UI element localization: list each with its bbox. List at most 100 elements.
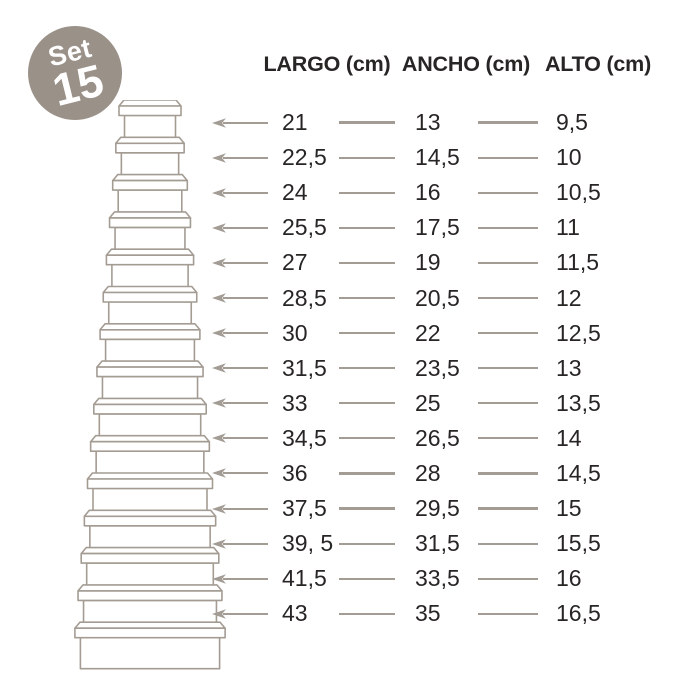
left-arrow-icon <box>212 186 268 200</box>
ancho-value: 22 <box>415 319 441 346</box>
left-arrow-icon <box>212 431 268 445</box>
separator-line <box>335 226 395 229</box>
separator-line <box>478 332 543 335</box>
left-arrow-icon <box>212 116 268 130</box>
left-arrow-icon <box>212 396 268 410</box>
alto-value: 9,5 <box>556 109 588 136</box>
separator-line <box>335 121 395 124</box>
alto-value: 11 <box>556 214 580 241</box>
left-arrow-icon <box>212 221 268 235</box>
separator-line <box>478 612 543 615</box>
left-arrow-icon <box>212 361 268 375</box>
separator-line <box>335 472 395 475</box>
table-row: 37,5 29,5 15 <box>212 491 672 526</box>
separator-line <box>478 121 543 124</box>
table-row: 21 13 9,5 <box>212 105 672 140</box>
alto-value: 12,5 <box>556 319 601 346</box>
alto-value: 14 <box>556 424 582 451</box>
largo-value: 30 <box>282 319 308 346</box>
largo-value: 28,5 <box>282 284 327 311</box>
table-row: 25,5 17,5 11 <box>212 210 672 245</box>
alto-value: 11,5 <box>556 249 600 276</box>
largo-value: 24 <box>282 179 308 206</box>
ancho-value: 17,5 <box>415 214 460 241</box>
largo-value: 34,5 <box>282 424 327 451</box>
separator-line <box>478 367 543 370</box>
alto-value: 13 <box>556 354 582 381</box>
separator-line <box>478 507 543 510</box>
alto-value: 10 <box>556 144 582 171</box>
table-row: 31,5 23,5 13 <box>212 351 672 386</box>
largo-value: 36 <box>282 459 308 486</box>
left-arrow-icon <box>212 466 268 480</box>
dimensions-table: LARGO (cm) ANCHO (cm) ALTO (cm) 21 13 9,… <box>212 44 672 644</box>
alto-value: 12 <box>556 284 582 311</box>
ancho-value: 16 <box>415 179 441 206</box>
separator-line <box>335 191 395 194</box>
largo-value: 33 <box>282 389 308 416</box>
largo-value: 39, 5 <box>282 530 334 557</box>
table-row: 34,5 26,5 14 <box>212 421 672 456</box>
largo-value: 43 <box>282 600 308 627</box>
largo-value: 37,5 <box>282 495 327 522</box>
ancho-value: 28 <box>415 459 441 486</box>
separator-line <box>335 437 395 440</box>
separator-line <box>478 402 543 405</box>
left-arrow-icon <box>212 151 268 165</box>
separator-line <box>478 226 543 229</box>
separator-line <box>478 577 543 580</box>
left-arrow-icon <box>212 291 268 305</box>
table-row: 30 22 12,5 <box>212 316 672 351</box>
largo-value: 25,5 <box>282 214 327 241</box>
separator-line <box>335 296 395 300</box>
largo-value: 41,5 <box>282 565 327 592</box>
alto-value: 15 <box>556 495 582 522</box>
box-stack-illustration <box>74 100 226 670</box>
ancho-value: 19 <box>415 249 441 276</box>
ancho-value: 26,5 <box>415 424 460 451</box>
alto-value: 10,5 <box>556 179 601 206</box>
separator-line <box>478 437 543 440</box>
alto-value: 16 <box>556 565 582 592</box>
table-row: 41,5 33,5 16 <box>212 561 672 596</box>
ancho-value: 33,5 <box>415 565 460 592</box>
column-header-alto: ALTO (cm) <box>544 52 652 76</box>
alto-value: 15,5 <box>556 530 601 557</box>
left-arrow-icon <box>212 537 268 551</box>
separator-line <box>478 296 543 300</box>
separator-line <box>478 542 543 545</box>
table-row: 43 35 16,5 <box>212 596 672 631</box>
separator-line <box>335 507 395 510</box>
table-row: 33 25 13,5 <box>212 386 672 421</box>
left-arrow-icon <box>212 572 268 586</box>
table-row: 22,5 14,5 10 <box>212 140 672 175</box>
left-arrow-icon <box>212 607 268 621</box>
separator-line <box>478 472 543 475</box>
separator-line <box>335 402 395 405</box>
separator-line <box>478 261 543 265</box>
table-row: 28,5 20,5 12 <box>212 280 672 315</box>
column-header-largo: LARGO (cm) <box>263 52 391 76</box>
alto-value: 14,5 <box>556 459 601 486</box>
separator-line <box>335 367 395 370</box>
separator-line <box>478 191 543 194</box>
ancho-value: 14,5 <box>415 144 460 171</box>
ancho-value: 23,5 <box>415 354 460 381</box>
separator-line <box>335 612 395 615</box>
table-row: 24 16 10,5 <box>212 175 672 210</box>
column-header-ancho: ANCHO (cm) <box>401 52 531 76</box>
separator-line <box>335 156 395 159</box>
alto-value: 16,5 <box>556 600 601 627</box>
largo-value: 31,5 <box>282 354 327 381</box>
separator-line <box>335 332 395 335</box>
largo-value: 27 <box>282 249 308 276</box>
left-arrow-icon <box>212 326 268 340</box>
separator-line <box>335 577 395 580</box>
ancho-value: 25 <box>415 389 441 416</box>
table-row: 39, 5 31,5 15,5 <box>212 526 672 561</box>
ancho-value: 29,5 <box>415 495 460 522</box>
table-row: 36 28 14,5 <box>212 456 672 491</box>
ancho-value: 13 <box>415 109 441 136</box>
ancho-value: 31,5 <box>415 530 460 557</box>
